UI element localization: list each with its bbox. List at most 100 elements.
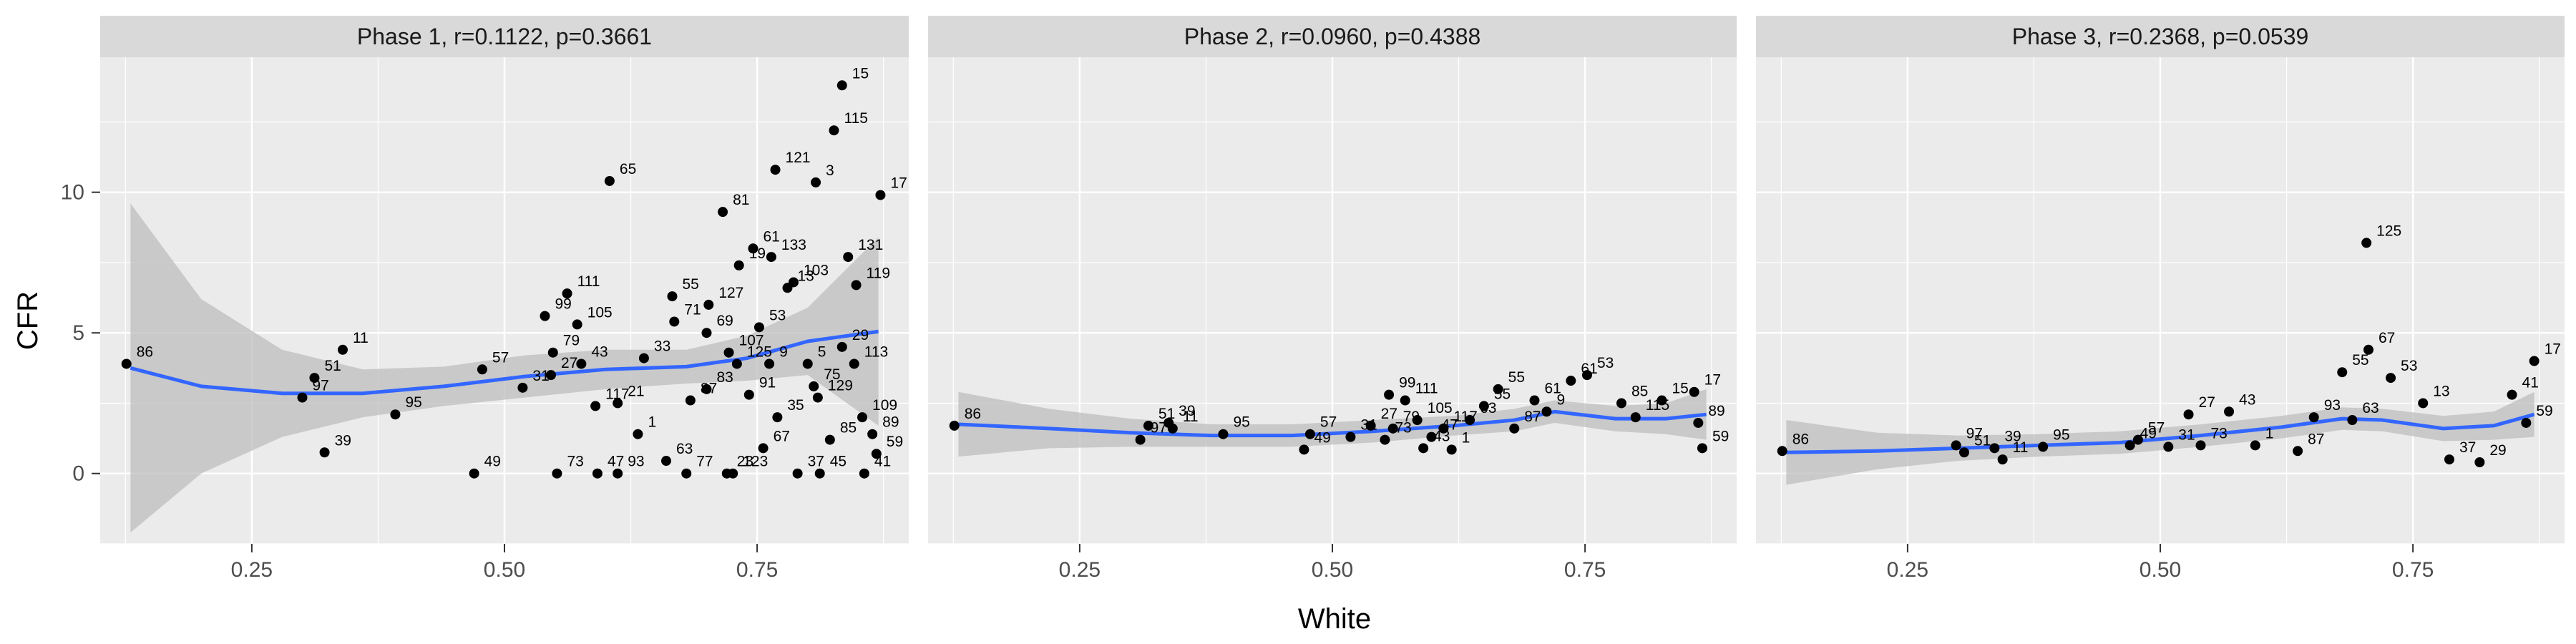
point-label: 29 — [852, 327, 869, 343]
data-point — [857, 412, 868, 423]
point-label: 17 — [890, 175, 907, 192]
point-label: 39 — [2004, 428, 2021, 444]
x-tick-label: 0.25 — [1887, 558, 1928, 582]
data-point — [2224, 406, 2235, 417]
data-point — [2308, 412, 2319, 423]
point-label: 99 — [555, 296, 572, 313]
data-point — [728, 468, 738, 479]
point-label: 13 — [798, 268, 814, 284]
point-label: 45 — [830, 454, 847, 470]
data-point — [1167, 423, 1178, 434]
point-label: 125 — [2376, 223, 2401, 239]
point-label: 27 — [561, 355, 577, 371]
data-point — [851, 280, 862, 291]
data-point — [1345, 431, 1356, 442]
data-point — [1143, 420, 1153, 431]
data-point — [1951, 440, 1961, 451]
data-point — [562, 288, 572, 299]
data-point — [733, 260, 744, 270]
data-point — [1446, 444, 1457, 455]
data-point — [613, 468, 623, 479]
point-label: 59 — [1712, 428, 1729, 444]
data-point — [1365, 420, 1376, 431]
data-point — [297, 392, 308, 403]
point-label: 97 — [1966, 425, 1983, 441]
data-point — [812, 392, 823, 403]
data-point — [753, 322, 764, 333]
point-label: 31 — [2178, 426, 2195, 443]
panel-title: Phase 2, r=0.0960, p=0.4388 — [1184, 24, 1481, 49]
data-point — [1465, 415, 1475, 426]
point-label: 95 — [2053, 426, 2069, 443]
data-point — [829, 125, 839, 136]
data-point — [1400, 395, 1410, 406]
data-point — [1657, 395, 1667, 406]
data-point — [638, 353, 649, 364]
data-point — [2474, 457, 2485, 468]
point-label: 63 — [2362, 400, 2379, 416]
point-label: 85 — [840, 420, 857, 436]
data-point — [1566, 376, 1576, 386]
data-point — [748, 243, 758, 254]
point-label: 55 — [1508, 369, 1525, 386]
point-label: 93 — [628, 454, 644, 470]
data-point — [2386, 373, 2396, 384]
point-label: 67 — [2379, 330, 2395, 346]
point-label: 15 — [1672, 381, 1688, 397]
point-label: 23 — [737, 454, 753, 470]
data-point — [1541, 406, 1552, 417]
data-point — [1509, 423, 1520, 434]
panel-title: Phase 3, r=0.2368, p=0.0539 — [2012, 24, 2309, 49]
data-point — [1693, 417, 1704, 428]
data-point — [1384, 389, 1395, 400]
data-point — [2195, 440, 2206, 451]
data-point — [1958, 447, 1969, 458]
point-label: 57 — [492, 349, 509, 366]
data-point — [2132, 434, 2143, 445]
data-point — [540, 311, 550, 321]
point-label: 49 — [2140, 425, 2157, 441]
point-label: 131 — [858, 237, 883, 253]
point-label: 57 — [1320, 414, 1337, 431]
y-tick-label: 0 — [72, 462, 84, 486]
point-label: 5 — [818, 343, 826, 360]
point-label: 111 — [577, 273, 600, 290]
point-label: 115 — [844, 110, 867, 127]
point-label: 51 — [1158, 406, 1175, 422]
point-label: 49 — [1314, 429, 1330, 446]
panel-strip — [928, 16, 1737, 57]
data-point — [2183, 409, 2194, 420]
x-tick-label: 0.50 — [484, 558, 525, 582]
data-point — [782, 283, 793, 293]
data-point — [1478, 401, 1489, 411]
point-label: 111 — [1415, 381, 1438, 397]
point-label: 105 — [587, 304, 613, 321]
point-label: 57 — [2148, 420, 2165, 436]
point-label: 71 — [684, 301, 701, 318]
x-tick-label: 0.75 — [2392, 558, 2434, 582]
point-label: 47 — [608, 454, 624, 470]
point-label: 27 — [1381, 406, 1397, 422]
data-point — [849, 358, 859, 369]
point-label: 59 — [2536, 403, 2552, 419]
data-point — [633, 429, 643, 439]
point-label: 29 — [2489, 442, 2506, 459]
point-label: 65 — [620, 161, 636, 177]
data-point — [390, 409, 401, 420]
data-point — [809, 381, 819, 391]
point-label: 69 — [717, 313, 733, 329]
point-label: 43 — [591, 343, 608, 360]
data-point — [770, 165, 781, 175]
point-label: 133 — [781, 237, 806, 253]
data-point — [1989, 443, 2000, 454]
point-label: 123 — [743, 454, 768, 470]
point-label: 33 — [654, 338, 670, 355]
data-point — [701, 384, 712, 394]
data-point — [802, 358, 813, 369]
point-label: 86 — [1792, 431, 1809, 447]
point-label: 51 — [1974, 432, 1991, 449]
point-label: 37 — [2459, 439, 2476, 456]
panel-title: Phase 1, r=0.1122, p=0.3661 — [357, 24, 652, 49]
point-label: 35 — [787, 397, 804, 414]
point-label: 89 — [882, 414, 899, 431]
